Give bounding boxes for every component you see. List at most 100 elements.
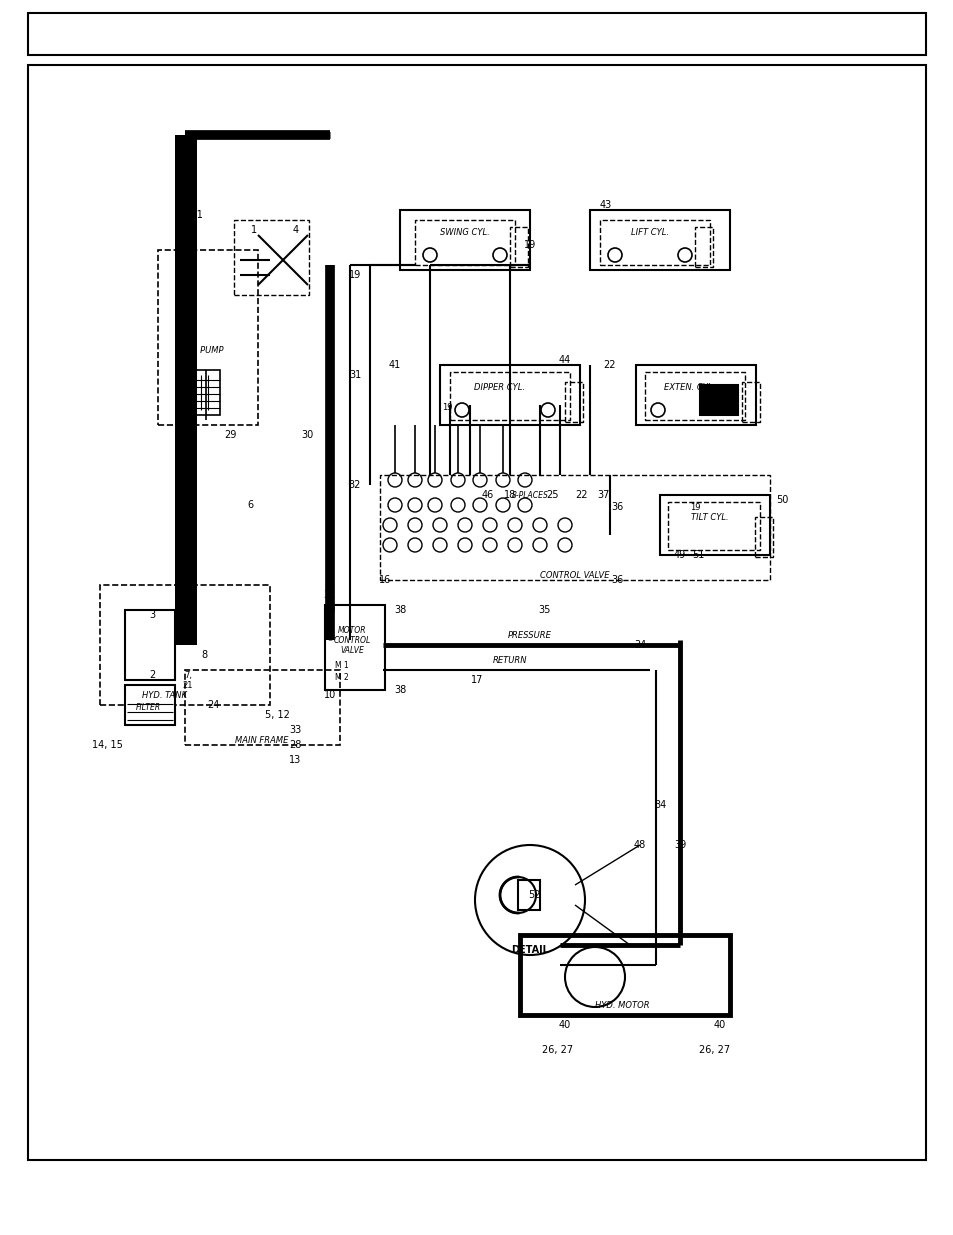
Text: 25: 25 <box>546 490 558 500</box>
Text: 51: 51 <box>691 550 703 559</box>
Text: 13: 13 <box>289 755 301 764</box>
Bar <box>28 14 925 56</box>
Bar <box>100 585 270 705</box>
Text: 46: 46 <box>481 490 494 500</box>
Bar <box>399 210 530 270</box>
Bar <box>517 881 539 910</box>
Text: 6: 6 <box>247 500 253 510</box>
Text: 18: 18 <box>503 490 516 500</box>
Bar <box>439 366 579 425</box>
Text: 34: 34 <box>633 640 645 650</box>
Text: 10: 10 <box>323 690 335 700</box>
Text: 33: 33 <box>289 725 301 735</box>
Text: 7, 21: 7, 21 <box>177 210 202 220</box>
Text: HYD. PUMP: HYD. PUMP <box>176 346 223 354</box>
Text: 29: 29 <box>224 430 236 440</box>
Text: 3: 3 <box>149 610 155 620</box>
Text: 19: 19 <box>441 403 452 411</box>
Text: 30: 30 <box>300 430 313 440</box>
Text: 19: 19 <box>689 503 700 511</box>
Text: M 1: M 1 <box>335 661 349 669</box>
Bar <box>174 225 196 275</box>
Text: 10: 10 <box>323 605 335 615</box>
Bar <box>667 501 760 550</box>
Text: 16: 16 <box>378 576 391 585</box>
Bar <box>510 227 527 267</box>
Text: 17: 17 <box>471 676 482 685</box>
Bar <box>28 65 925 1160</box>
Bar <box>325 605 385 690</box>
Bar <box>659 495 769 555</box>
Text: 36: 36 <box>610 501 622 513</box>
Text: SWING CYL.: SWING CYL. <box>439 227 489 236</box>
Bar <box>700 385 738 415</box>
Bar <box>233 220 309 295</box>
Text: 19: 19 <box>523 240 536 249</box>
Text: 4: 4 <box>293 225 298 235</box>
Text: 26, 27: 26, 27 <box>542 1045 573 1055</box>
Text: 40: 40 <box>713 1020 725 1030</box>
Text: 26, 27: 26, 27 <box>699 1045 730 1055</box>
Bar <box>415 220 515 266</box>
Bar <box>599 220 709 266</box>
Text: 22: 22 <box>576 490 588 500</box>
Text: 31: 31 <box>349 370 361 380</box>
Bar <box>754 517 772 557</box>
Text: 2: 2 <box>149 671 155 680</box>
Bar <box>644 372 744 420</box>
Text: 41: 41 <box>389 359 400 370</box>
Text: MAIN FRAME: MAIN FRAME <box>235 736 289 745</box>
Bar <box>125 685 174 725</box>
Bar <box>741 382 760 422</box>
Bar <box>519 935 729 1015</box>
Text: TILT CYL.: TILT CYL. <box>691 513 728 521</box>
Text: 52: 52 <box>527 890 539 900</box>
Text: 39: 39 <box>673 840 685 850</box>
Text: EXTEN. CYL.: EXTEN. CYL. <box>663 383 715 391</box>
Bar <box>636 366 755 425</box>
Bar <box>174 135 196 645</box>
Text: 43: 43 <box>599 200 612 210</box>
Text: 21: 21 <box>183 680 193 689</box>
Text: 35: 35 <box>538 605 551 615</box>
Text: 38: 38 <box>394 605 406 615</box>
Text: 36: 36 <box>610 576 622 585</box>
Bar <box>185 370 220 415</box>
Text: 8: 8 <box>201 650 207 659</box>
Text: MOTOR: MOTOR <box>337 625 366 635</box>
Text: RETURN: RETURN <box>493 656 527 664</box>
Text: HYD. TANK: HYD. TANK <box>142 690 188 699</box>
Bar <box>589 210 729 270</box>
Text: 28: 28 <box>289 740 301 750</box>
Text: 37: 37 <box>598 490 610 500</box>
Text: 24: 24 <box>207 700 219 710</box>
Text: 44: 44 <box>558 354 571 366</box>
Text: 19: 19 <box>349 270 361 280</box>
Text: 50: 50 <box>775 495 787 505</box>
Text: 8-PLACES: 8-PLACES <box>511 490 548 499</box>
Text: 38: 38 <box>394 685 406 695</box>
Text: 34: 34 <box>653 800 665 810</box>
Bar <box>695 227 712 267</box>
Bar <box>185 671 339 745</box>
Text: M 2: M 2 <box>335 673 349 682</box>
Text: 5, 12: 5, 12 <box>264 710 289 720</box>
Text: CONTROL: CONTROL <box>333 636 370 645</box>
Bar <box>450 372 569 420</box>
Text: 49: 49 <box>673 550 685 559</box>
Bar <box>125 610 174 680</box>
Text: 48: 48 <box>633 840 645 850</box>
Text: 32: 32 <box>323 590 335 600</box>
Text: 40: 40 <box>558 1020 571 1030</box>
Text: VALVE: VALVE <box>339 646 363 655</box>
Text: 22: 22 <box>603 359 616 370</box>
Bar <box>379 475 769 580</box>
Text: 7,: 7, <box>184 671 192 679</box>
Text: PRESSURE: PRESSURE <box>508 631 552 640</box>
Text: 1: 1 <box>251 225 256 235</box>
Bar <box>564 382 582 422</box>
Text: 32: 32 <box>349 480 361 490</box>
Text: 14, 15: 14, 15 <box>91 740 122 750</box>
Text: HYD. MOTOR: HYD. MOTOR <box>594 1000 649 1009</box>
Text: CONTROL VALVE: CONTROL VALVE <box>539 571 609 579</box>
